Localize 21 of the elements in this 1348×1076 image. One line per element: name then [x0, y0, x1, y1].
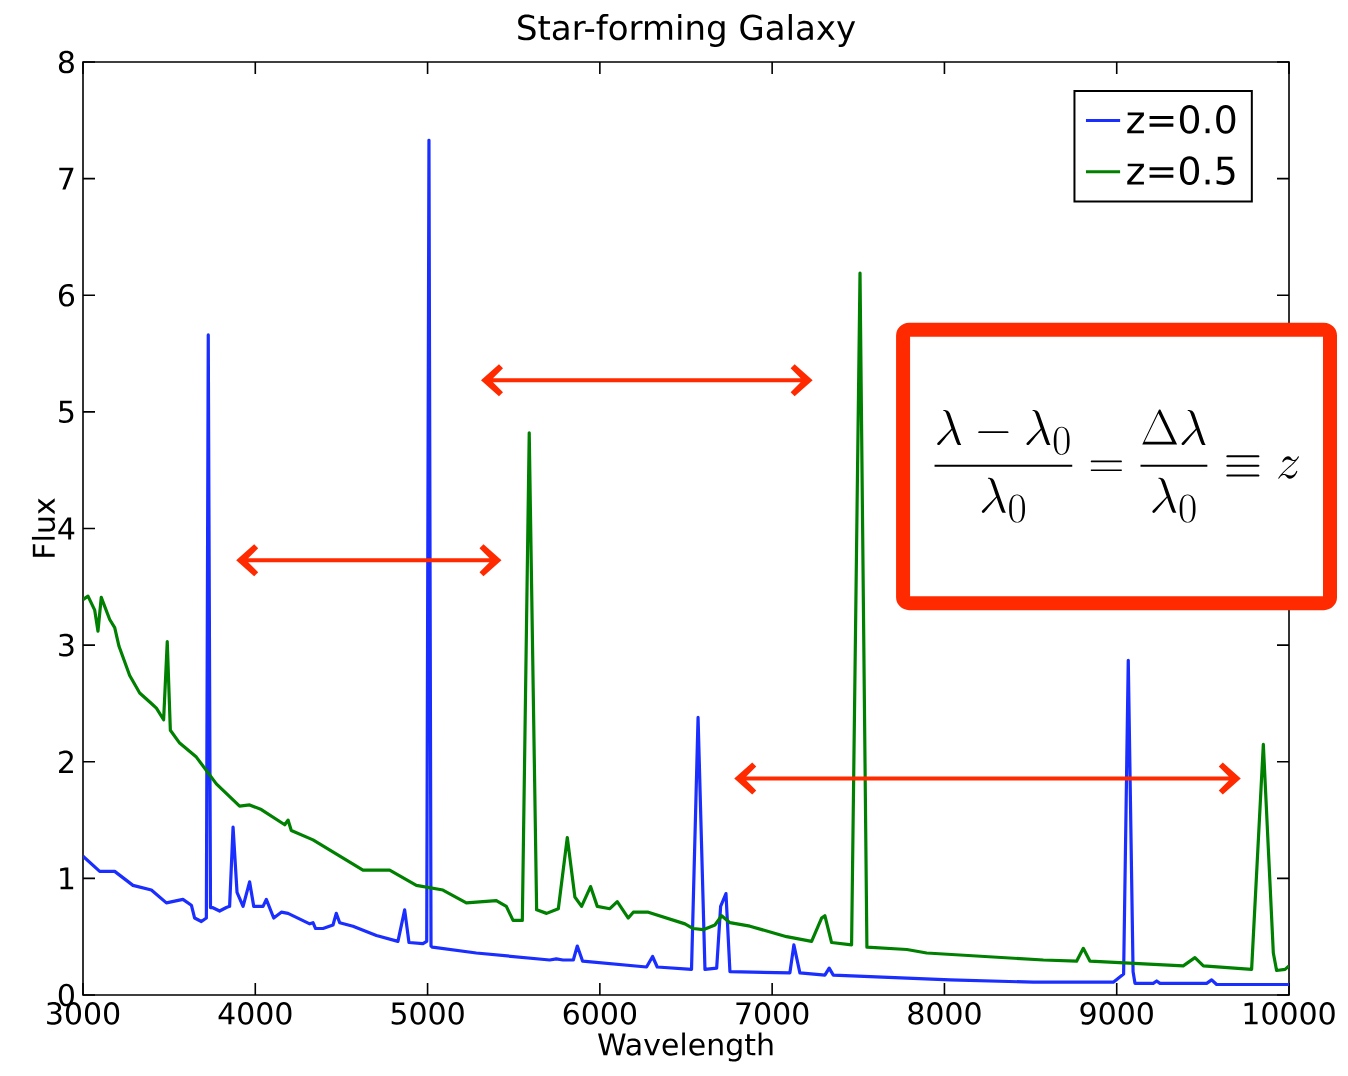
y-tick-label: 1 — [60, 867, 74, 890]
chart-title: Star-forming Galaxy — [518, 14, 856, 47]
x-tick-label: 8000 — [908, 1002, 981, 1025]
annotation: $\frac{\lambda-\lambda_0}{\lambda_0}=\frac{\Delta\lambda}{\lambda_0}\equiv z$ — [934, 409, 1299, 523]
y-tick-label: 7 — [59, 167, 74, 190]
x-tick-label: 6000 — [563, 1002, 637, 1025]
y-tick-label: 5 — [59, 400, 74, 424]
y-tick-label: 8 — [58, 50, 74, 74]
y-tick-label: 3 — [59, 633, 74, 657]
y-axis-title: Flux — [31, 498, 56, 557]
x-tick-label: 5000 — [391, 1002, 464, 1025]
x-tick-label: 7000 — [736, 1002, 809, 1025]
x-tick-label: 4000 — [218, 1002, 292, 1025]
legend-label: z=0.5 — [1127, 156, 1235, 185]
x-axis-title: Wavelength — [598, 1032, 773, 1062]
y-tick-label: 4 — [58, 517, 75, 540]
x-tick-label: 9000 — [1080, 1002, 1153, 1025]
legend-label: z=0.0 — [1127, 105, 1236, 134]
y-tick-label: 6 — [58, 283, 75, 307]
x-tick-label: 10000 — [1244, 1002, 1335, 1025]
y-tick-label: 2 — [59, 750, 73, 773]
